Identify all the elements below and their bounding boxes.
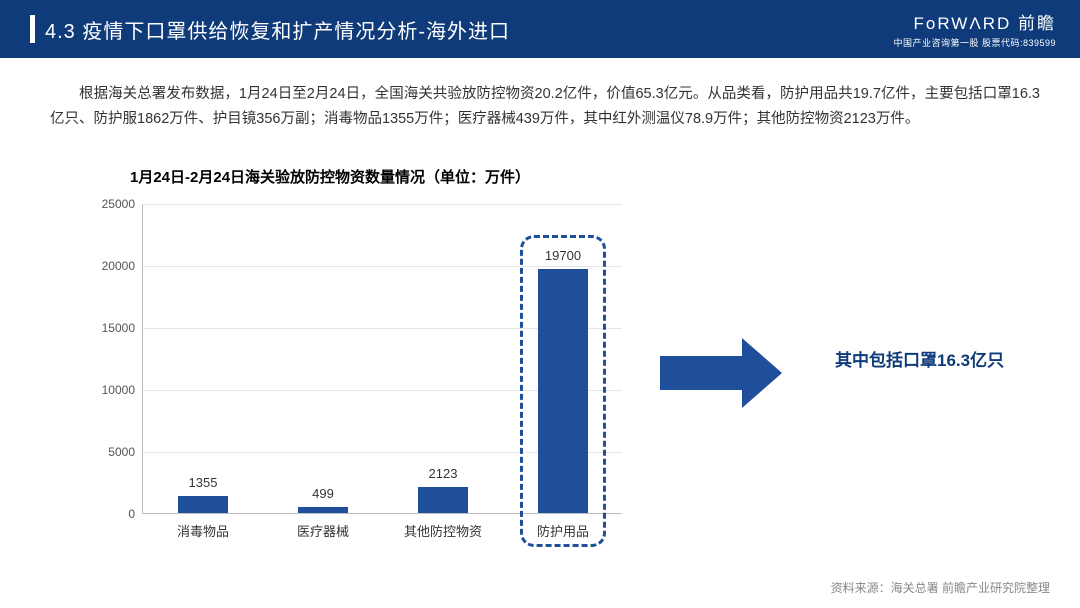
bar-value-label: 499 xyxy=(283,486,363,501)
y-axis-tick: 5000 xyxy=(88,445,143,459)
bar-value-label: 2123 xyxy=(403,466,483,481)
chart-title: 1月24日-2月24日海关验放防控物资数量情况（单位：万件） xyxy=(130,166,530,187)
y-axis-tick: 10000 xyxy=(88,383,143,397)
bar-value-label: 19700 xyxy=(523,248,603,263)
x-axis-tick: 其他防控物资 xyxy=(383,513,503,540)
grid-line xyxy=(143,204,622,205)
title-label: 疫情下口罩供给恢复和扩产情况分析-海外进口 xyxy=(82,21,510,43)
slide-header: 4.3 疫情下口罩供给恢复和扩产情况分析-海外进口 FᴏRWΛRD 前瞻 中国产… xyxy=(0,0,1080,58)
x-axis-tick: 医疗器械 xyxy=(263,513,383,540)
body-paragraph: 根据海关总署发布数据，1月24日至2月24日，全国海关共验放防控物资20.2亿件… xyxy=(50,82,1040,133)
title-accent-bar xyxy=(30,15,35,43)
logo-sub: 中国产业咨询第一股 股票代码:839599 xyxy=(893,36,1056,49)
y-axis-tick: 0 xyxy=(88,507,143,521)
bar xyxy=(178,496,228,513)
body-paragraph-text: 根据海关总署发布数据，1月24日至2月24日，全国海关共验放防控物资20.2亿件… xyxy=(50,86,1040,127)
callout-text: 其中包括口罩16.3亿只 xyxy=(835,346,1004,371)
logo: FᴏRWΛRD 前瞻 中国产业咨询第一股 股票代码:839599 xyxy=(893,9,1056,49)
x-axis-tick: 防护用品 xyxy=(503,513,623,540)
bar-value-label: 1355 xyxy=(163,475,243,490)
arrow-head xyxy=(742,338,782,408)
slide-title: 4.3 疫情下口罩供给恢复和扩产情况分析-海外进口 xyxy=(45,15,510,44)
bar xyxy=(418,487,468,513)
logo-main: FᴏRWΛRD 前瞻 xyxy=(893,9,1056,34)
y-axis-tick: 20000 xyxy=(88,259,143,273)
grid-line xyxy=(143,266,622,267)
y-axis-tick: 25000 xyxy=(88,197,143,211)
y-axis-tick: 15000 xyxy=(88,321,143,335)
section-number: 4.3 xyxy=(45,21,76,43)
bar xyxy=(538,269,588,513)
title-wrap: 4.3 疫情下口罩供给恢复和扩产情况分析-海外进口 xyxy=(30,15,510,44)
arrow-icon xyxy=(660,338,782,408)
x-axis-tick: 消毒物品 xyxy=(143,513,263,540)
source-text: 资料来源：海关总署 前瞻产业研究院整理 xyxy=(831,579,1050,596)
arrow-shaft xyxy=(660,356,742,390)
bar-chart: 0 5000 10000 15000 20000 25000 1355 消毒物品 499 医疗器械… xyxy=(80,198,640,558)
chart-plot-area: 05000100001500020000250001355消毒物品499医疗器械… xyxy=(142,204,622,514)
